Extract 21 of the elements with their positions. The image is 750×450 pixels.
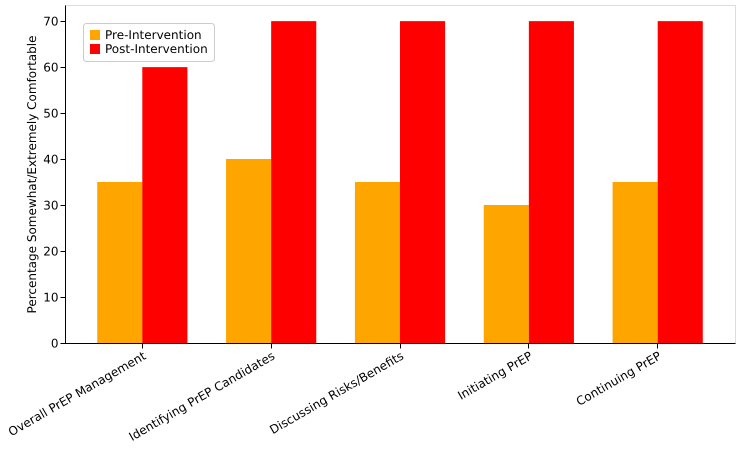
bar [484,205,529,343]
y-tick-label: 20 [43,244,58,259]
y-tick-label: 60 [43,60,58,75]
bar [400,21,446,343]
y-tick-label: 30 [43,198,58,213]
bar [528,21,574,343]
bar [612,182,658,343]
y-tick-label: 70 [43,14,58,29]
bar [658,21,703,343]
bar [226,159,272,343]
y-axis-title: Percentage Somewhat/Extremely Comfortable [25,36,40,314]
bar [271,21,316,343]
legend-label: Pre-Intervention [105,28,202,42]
y-tick-label: 50 [43,106,58,121]
bar [354,182,400,343]
y-tick-label: 0 [50,336,58,350]
legend-label: Post-Intervention [105,42,208,56]
y-tick-label: 10 [43,290,58,305]
bar [142,67,188,343]
y-tick-label: 40 [43,152,58,167]
bar [97,182,142,343]
